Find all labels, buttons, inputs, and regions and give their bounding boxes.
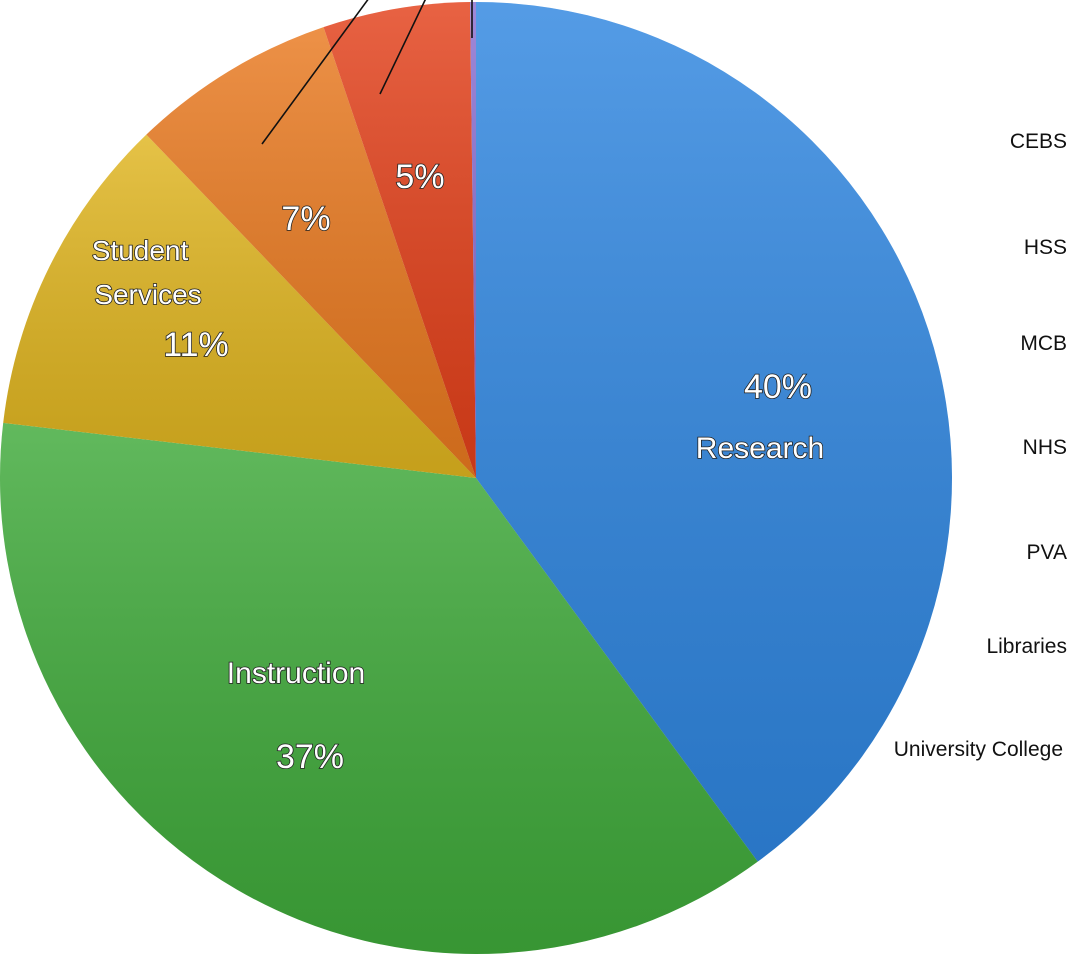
leader-lines: [261, 0, 473, 145]
instruction-name-label: Instruction: [227, 657, 365, 690]
side-label-cebs: CEBS: [1009, 130, 1067, 153]
side-label-pva: PVA: [1026, 541, 1067, 564]
pie-slice-shading: [3, 134, 477, 478]
side-label-university-college: University College: [889, 737, 1067, 763]
side-label-libraries: Libraries: [986, 635, 1067, 658]
student-services-name-label-line2: Services: [94, 279, 201, 310]
slice-labels: 40% Research Instruction 37% Student Ser…: [91, 157, 825, 777]
slice-5-percent-label: 5%: [395, 158, 444, 196]
side-label-mcb: MCB: [1020, 332, 1067, 355]
side-label-hss: HSS: [1023, 236, 1067, 259]
pie-slice-shading: [476, 2, 953, 862]
student-services-name-label-line1: Student: [92, 235, 189, 266]
research-percent-label: 40%: [744, 368, 812, 406]
pie-slice-shading: [146, 27, 476, 479]
pie-slice-shading: [470, 2, 476, 478]
leader-line-1: [379, 0, 427, 95]
leader-line-0: [261, 0, 369, 145]
research-name-label: Research: [696, 432, 824, 465]
student-services-percent-label: 11%: [163, 326, 229, 364]
side-label-nhs: NHS: [1022, 436, 1067, 459]
pie-slice-shading: [323, 2, 476, 478]
slice-7-percent-label: 7%: [281, 200, 330, 238]
instruction-percent-label: 37%: [276, 738, 344, 776]
pie-slice-shading: [0, 422, 758, 954]
